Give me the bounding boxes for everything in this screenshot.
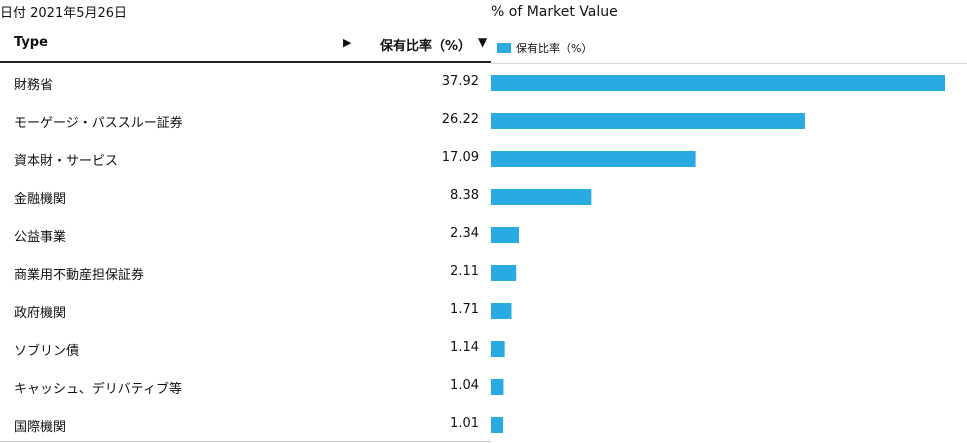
row-label: 公益事業 xyxy=(14,230,67,245)
table-row: 政府機関 1.71 xyxy=(0,291,491,329)
holdings-table: 財務省 37.92 モーゲージ・パススルー証券 26.22 資本財・サービス 17.09 金… xyxy=(0,63,491,443)
row-value: 37.92 xyxy=(441,74,479,89)
row-value: 1.71 xyxy=(450,302,479,317)
sort-arrow-right-icon[interactable]: ▶ xyxy=(343,36,352,49)
bar xyxy=(491,341,505,357)
chart-legend: 保有比率（%） xyxy=(497,40,592,56)
row-label: 政府機関 xyxy=(14,306,67,321)
date-label: 日付 2021年5月26日 xyxy=(0,6,128,21)
bar xyxy=(491,417,504,433)
sort-arrow-down-icon[interactable]: ▼ xyxy=(478,35,488,49)
table-row: モーゲージ・パススルー証券 26.22 xyxy=(0,101,491,139)
row-value: 1.14 xyxy=(450,340,479,355)
chart-title: % of Market Value xyxy=(491,4,618,20)
table-header: Type ▶ 保有比率（%） ▼ xyxy=(0,28,491,63)
table-bottom-divider xyxy=(0,441,491,442)
row-label: 金融機関 xyxy=(14,192,67,207)
bar xyxy=(491,151,696,167)
table-row: ソブリン債 1.14 xyxy=(0,329,491,367)
column-header-percent[interactable]: 保有比率（%） xyxy=(380,39,472,54)
row-label: ソブリン債 xyxy=(14,344,80,359)
table-row: キャッシュ、デリバティブ等 1.04 xyxy=(0,367,491,405)
table-row: 金融機関 8.38 xyxy=(0,177,491,215)
table-row: 財務省 37.92 xyxy=(0,63,491,101)
bar xyxy=(491,75,945,91)
table-row: 商業用不動産担保証券 2.11 xyxy=(0,253,491,291)
row-label: 商業用不動産担保証券 xyxy=(14,268,145,283)
row-value: 1.01 xyxy=(450,416,479,431)
row-label: 資本財・サービス xyxy=(14,154,119,169)
bar xyxy=(491,303,512,319)
table-row: 公益事業 2.34 xyxy=(0,215,491,253)
table-row: 国際機関 1.01 xyxy=(0,405,491,443)
row-label: モーゲージ・パススルー証券 xyxy=(14,116,183,131)
bar xyxy=(491,113,805,129)
row-value: 2.11 xyxy=(450,264,479,279)
legend-divider xyxy=(491,63,967,64)
row-value: 8.38 xyxy=(450,188,479,203)
row-value: 17.09 xyxy=(441,150,479,165)
bar xyxy=(491,379,504,395)
table-row: 資本財・サービス 17.09 xyxy=(0,139,491,177)
row-value: 1.04 xyxy=(450,378,479,393)
bar xyxy=(491,227,520,243)
row-value: 2.34 xyxy=(450,226,479,241)
legend-label: 保有比率（%） xyxy=(516,42,593,55)
bar xyxy=(491,189,592,205)
bar xyxy=(491,265,517,281)
column-header-type[interactable]: Type xyxy=(14,35,48,50)
legend-swatch xyxy=(497,43,511,53)
row-value: 26.22 xyxy=(441,112,479,127)
row-label: キャッシュ、デリバティブ等 xyxy=(14,382,182,397)
row-label: 国際機関 xyxy=(14,420,67,435)
row-label: 財務省 xyxy=(14,78,54,93)
